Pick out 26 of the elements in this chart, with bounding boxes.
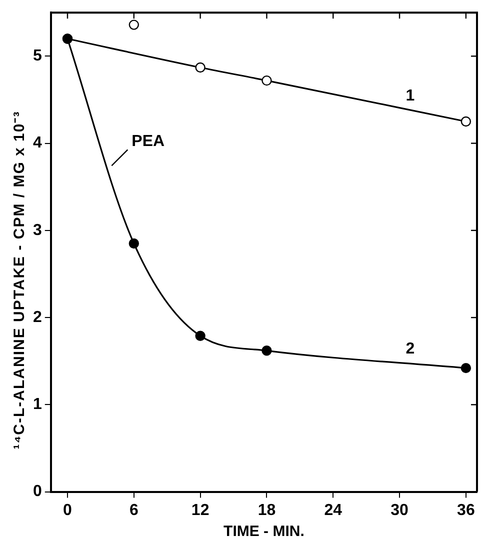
series-label: 2 <box>406 340 415 358</box>
point <box>195 330 206 341</box>
point <box>195 62 206 73</box>
y-tick-label: 3 <box>32 222 42 239</box>
x-tick-label: 36 <box>457 502 475 519</box>
point <box>128 20 140 30</box>
point <box>262 75 272 86</box>
series-label: 1 <box>406 87 415 104</box>
x-tick-label: 0 <box>63 502 72 519</box>
x-axis-title: TIME - MIN. <box>224 523 304 540</box>
y-tick-label: 1 <box>32 396 42 414</box>
point <box>460 116 472 127</box>
x-tick-label: 30 <box>390 502 409 519</box>
y-tick-label: 4 <box>32 134 42 152</box>
annotation: PEA <box>132 133 166 150</box>
point <box>460 362 472 374</box>
y-tick-label: 5 <box>32 48 42 65</box>
x-tick-label: 12 <box>191 502 210 519</box>
y-axis-title: ¹⁴C-L-ALANINE UPTAKE - CPM / MG x 10⁻³ <box>10 110 28 450</box>
x-tick-label: 18 <box>258 502 276 519</box>
y-tick-label: 2 <box>32 308 42 326</box>
x-tick-label: 6 <box>129 502 138 519</box>
point <box>262 346 272 356</box>
y-tick-label: 0 <box>32 483 42 500</box>
point <box>128 238 140 249</box>
x-tick-label: 24 <box>324 502 342 519</box>
